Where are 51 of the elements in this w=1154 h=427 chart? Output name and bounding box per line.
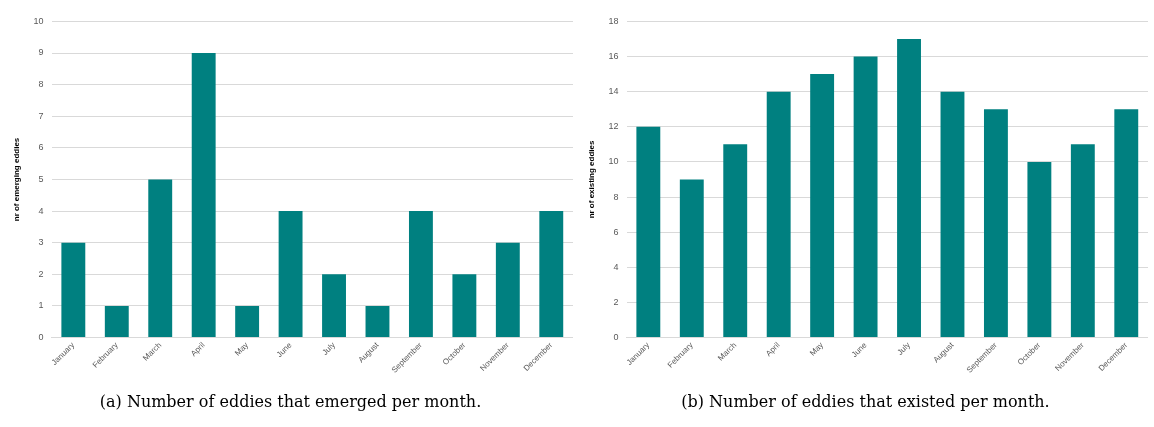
text: (a) Number of eddies that emerged per month.	[98, 392, 483, 411]
y-tick-label: 12	[608, 121, 619, 132]
y-tick-label: 8	[613, 191, 619, 202]
bar	[278, 211, 303, 338]
bar	[452, 274, 477, 338]
bar	[61, 242, 86, 338]
bar	[322, 274, 346, 338]
y-tick-label: 0	[38, 332, 44, 343]
y-tick-label: 6	[38, 142, 44, 153]
bar	[679, 179, 704, 338]
y-tick-label: 4	[613, 261, 619, 272]
bar	[1027, 161, 1052, 338]
bar	[365, 305, 390, 338]
y-tick-label: 2	[38, 268, 44, 279]
bar	[191, 53, 216, 338]
bar	[408, 211, 433, 338]
bar	[810, 74, 835, 338]
y-axis-title: nr of emerging eddies	[12, 137, 21, 222]
y-tick-label: 6	[613, 226, 619, 237]
bar	[897, 38, 921, 338]
bar	[853, 56, 878, 338]
y-tick-label: 5	[38, 173, 44, 184]
y-axis-title: nr of existing eddies	[587, 140, 596, 219]
y-tick-label: 10	[608, 156, 619, 167]
y-tick-label: 4	[38, 205, 44, 216]
bar	[539, 211, 564, 338]
text: (b) Number of eddies that existed per month.	[680, 392, 1051, 411]
y-tick-label: 7	[38, 110, 44, 121]
y-tick-label: 18	[608, 15, 619, 26]
y-tick-label: 0	[613, 332, 619, 343]
bar	[104, 305, 129, 338]
bar	[1070, 144, 1095, 338]
bar	[235, 305, 260, 338]
bar	[636, 126, 661, 338]
y-tick-label: 14	[608, 86, 619, 97]
bar	[1114, 109, 1139, 338]
y-tick-label: 9	[38, 47, 44, 58]
y-tick-label: 8	[38, 79, 44, 90]
y-tick-label: 2	[613, 296, 619, 307]
bar	[495, 242, 520, 338]
bar	[723, 144, 748, 338]
bar	[983, 109, 1008, 338]
bar	[940, 91, 965, 338]
y-tick-label: 1	[38, 300, 44, 311]
bar	[766, 91, 791, 338]
x-tick-label: July	[895, 340, 912, 357]
y-tick-label: 3	[38, 237, 44, 248]
y-tick-label: 10	[33, 15, 44, 26]
y-tick-label: 16	[608, 51, 619, 62]
bar	[148, 179, 173, 338]
x-tick-label: July	[320, 340, 337, 357]
